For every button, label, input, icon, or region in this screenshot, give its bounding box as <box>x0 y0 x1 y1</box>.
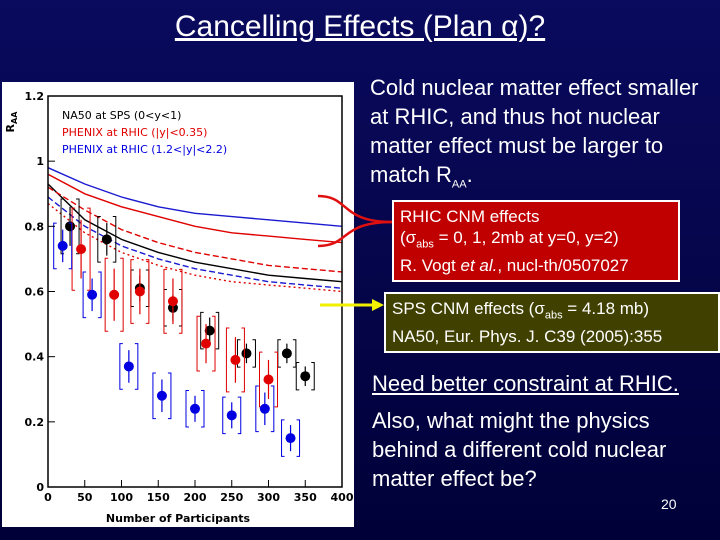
x-tick-label: 200 <box>184 491 207 504</box>
chart-axes: 0 50 100 150 200 250 300 350 400 0 0.2 0.4 0.6 0.8 1 1.… <box>25 90 354 504</box>
x-tick-label: 50 <box>77 491 93 504</box>
model-curve <box>47 167 343 227</box>
x-tick-label: 350 <box>294 491 317 504</box>
yellow-arrow-head <box>372 299 384 311</box>
systematic-bracket <box>163 268 183 334</box>
model-curve <box>47 196 343 289</box>
x-tick-label: 100 <box>110 491 133 504</box>
systematic-bracket <box>236 339 256 368</box>
systematic-bracket <box>82 271 102 319</box>
data-point <box>134 286 145 297</box>
data-point <box>76 244 87 255</box>
systematic-bracket <box>222 396 242 435</box>
sps-cnm-reference: NA50, Eur. Phys. J. C39 (2005):355 <box>392 327 663 347</box>
systematic-bracket <box>281 419 301 457</box>
data-point <box>230 354 241 365</box>
systematic-bracket <box>255 385 275 433</box>
systematic-bracket <box>185 390 205 428</box>
cnm-explanation: Cold nuclear matter effect smaller at RH… <box>370 73 700 199</box>
x-tick-label: 0 <box>44 491 52 504</box>
model-curve <box>47 202 343 293</box>
y-tick-label: 0 <box>36 481 44 494</box>
page-number: 20 <box>661 496 677 512</box>
data-point <box>201 338 212 349</box>
rhic-cnm-box: RHIC CNM effects (σabs = 0, 1, 2mb at y=… <box>392 200 680 283</box>
raa-chart-svg: 0 50 100 150 200 250 300 350 400 0 0.2 0.4 0.6 0.8 1 1.… <box>4 90 354 525</box>
rhic-cnm-sigma: (σabs = 0, 1, 2mb at y=0, y=2) <box>400 228 619 251</box>
data-point <box>87 289 98 300</box>
chart-legend: NA50 at SPS (0<y<1) PHENIX at RHIC (|y|<… <box>62 109 227 156</box>
cnm-explanation-sub: AA <box>451 178 467 191</box>
model-curve <box>47 186 343 273</box>
data-point <box>123 361 134 372</box>
legend-entry-phenix-fwd: PHENIX at RHIC (1.2<|y|<2.2) <box>62 143 227 156</box>
physics-question: Also, what might the physics behind a di… <box>372 408 667 491</box>
systematic-bracket <box>130 259 150 324</box>
legend-entry-na50: NA50 at SPS (0<y<1) <box>62 109 181 122</box>
data-point <box>101 234 112 245</box>
y-tick-label: 1 <box>36 155 44 168</box>
sps-cnm-sigma: SPS CNM effects (σabs = 4.18 mb) <box>392 299 650 322</box>
y-tick-label: 0.4 <box>25 351 45 364</box>
systematic-bracket <box>104 257 124 332</box>
systematic-bracket <box>196 315 216 372</box>
data-point <box>167 296 178 307</box>
data-point <box>259 403 270 414</box>
systematic-bracket <box>152 372 172 420</box>
systematic-bracket <box>53 222 73 270</box>
rhic-cnm-reference: R. Vogt et al., nucl-th/0507027 <box>400 256 629 276</box>
cnm-explanation-end: . <box>466 162 473 187</box>
x-tick-label: 150 <box>147 491 170 504</box>
data-point <box>190 403 200 414</box>
data-point <box>285 433 296 444</box>
y-tick-label: 1.2 <box>25 90 45 103</box>
model-curve <box>47 183 343 283</box>
rhic-cnm-title: RHIC CNM effects <box>400 207 540 226</box>
data-point <box>281 348 292 359</box>
legend-entry-phenix-mid: PHENIX at RHIC (|y|<0.35) <box>62 126 207 139</box>
model-curves <box>47 167 343 293</box>
systematic-bracket <box>200 311 220 350</box>
y-axis-label: RAA <box>4 111 19 133</box>
slide-title: Cancelling Effects (Plan α)? <box>174 10 546 43</box>
y-tick-label: 0.2 <box>25 416 45 429</box>
data-point <box>263 374 274 385</box>
x-tick-label: 300 <box>257 491 280 504</box>
data-points <box>53 198 315 457</box>
data-point <box>241 348 252 359</box>
data-point <box>57 240 68 251</box>
systematic-bracket <box>97 216 117 263</box>
raa-plot: 0 50 100 150 200 250 300 350 400 0 0.2 0.4 0.6 0.8 1 1.… <box>2 82 354 527</box>
data-point <box>109 289 120 300</box>
data-point <box>226 410 237 421</box>
constraint-note: Need better constraint at RHIC. <box>372 371 679 396</box>
systematic-bracket <box>225 327 245 393</box>
cnm-explanation-text: Cold nuclear matter effect smaller at RH… <box>370 75 699 187</box>
data-point <box>156 390 167 401</box>
model-curve <box>47 173 343 244</box>
y-tick-label: 0.8 <box>25 220 45 233</box>
x-tick-label: 400 <box>331 491 354 504</box>
sps-cnm-box: SPS CNM effects (σabs = 4.18 mb) NA50, E… <box>384 292 720 354</box>
data-point <box>300 371 311 382</box>
x-axis-label: Number of Participants <box>106 512 251 525</box>
data-point <box>204 325 215 336</box>
y-tick-label: 0.6 <box>25 286 45 299</box>
systematic-bracket <box>119 343 139 390</box>
systematic-bracket <box>295 362 315 391</box>
x-tick-label: 250 <box>220 491 243 504</box>
